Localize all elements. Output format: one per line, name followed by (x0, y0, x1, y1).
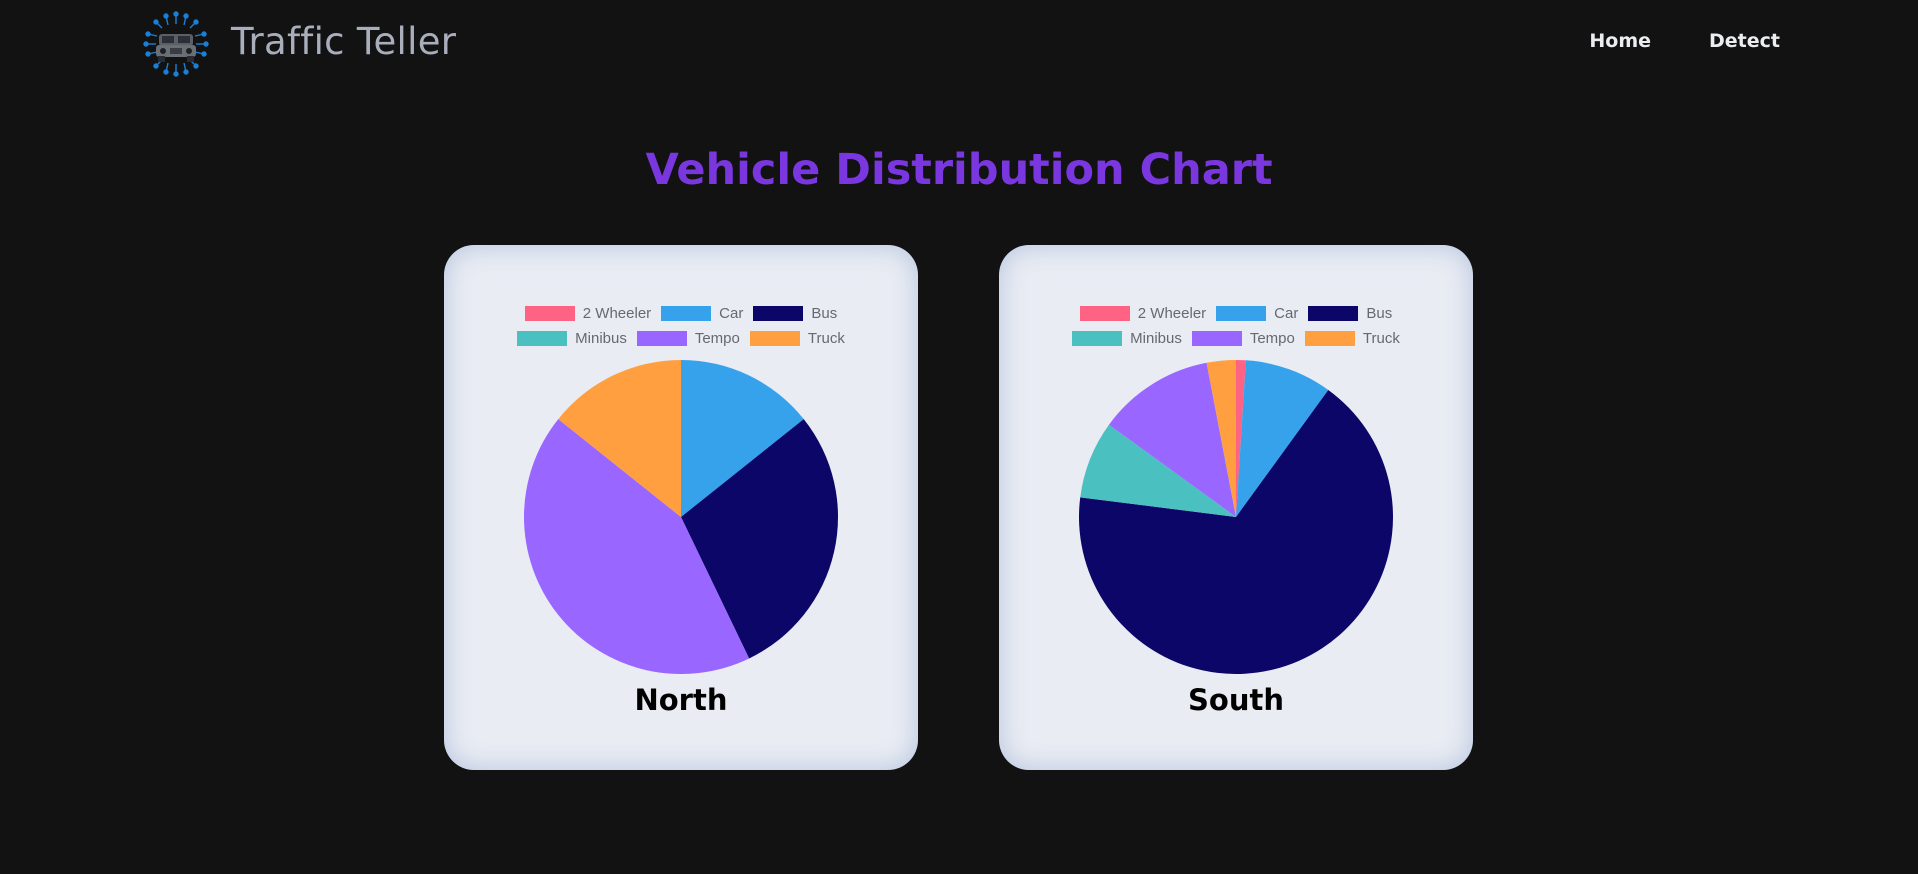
legend-item-bus[interactable]: Bus (1308, 305, 1392, 322)
pie-slice-minibus[interactable] (1080, 424, 1236, 517)
south-pie-chart[interactable] (1079, 360, 1393, 674)
north-chart-card: 2 Wheeler Car Bus Minibus Tempo Truck No… (444, 245, 918, 770)
legend-item-minibus[interactable]: Minibus (1072, 330, 1182, 347)
pie-slice-bus[interactable] (1079, 389, 1393, 674)
legend-swatch (1304, 331, 1355, 346)
legend-item-truck[interactable]: Truck (749, 330, 845, 347)
legend-swatch (524, 306, 575, 321)
legend-label: Car (719, 305, 744, 322)
pie-slice-truck[interactable] (1206, 360, 1236, 517)
pie-slice-car[interactable] (1236, 360, 1329, 517)
legend-swatch (749, 331, 800, 346)
legend-label: Tempo (694, 330, 740, 347)
chart-legend: 2 Wheeler Car Bus Minibus Tempo Truck (444, 305, 918, 355)
navbar: Traffic Teller Home Detect (0, 0, 1918, 90)
legend-item-car[interactable]: Car (661, 305, 743, 322)
legend-swatch (661, 306, 712, 321)
legend-item-bus[interactable]: Bus (753, 305, 837, 322)
legend-item-tempo[interactable]: Tempo (1191, 330, 1295, 347)
legend-swatch (753, 306, 804, 321)
legend-item-truck[interactable]: Truck (1304, 330, 1400, 347)
north-chart-title: North (634, 683, 728, 717)
legend-swatch (1308, 306, 1359, 321)
pie-slice-2-wheeler[interactable] (1236, 360, 1246, 517)
pie-slice-tempo[interactable] (524, 419, 750, 674)
legend-swatch (1072, 331, 1123, 346)
nav-home-link[interactable]: Home (1589, 30, 1652, 52)
legend-item-2-wheeler[interactable]: 2 Wheeler (524, 305, 652, 322)
page-title: Vehicle Distribution Chart (645, 145, 1273, 195)
pie-slice-bus[interactable] (681, 419, 838, 659)
legend-label: Bus (1366, 305, 1393, 322)
legend-label: Minibus (575, 330, 627, 347)
legend-label: Bus (811, 305, 838, 322)
pie-slice-car[interactable] (681, 360, 804, 517)
south-chart-title: South (1188, 683, 1284, 717)
brand-name[interactable]: Traffic Teller (231, 20, 457, 63)
chart-legend: 2 Wheeler Car Bus Minibus Tempo Truck (999, 305, 1473, 355)
legend-label: Truck (807, 330, 845, 347)
legend-swatch (1191, 331, 1242, 346)
south-chart-card: 2 Wheeler Car Bus Minibus Tempo Truck So… (999, 245, 1473, 770)
legend-swatch (636, 331, 687, 346)
legend-label: 2 Wheeler (1137, 305, 1207, 322)
legend-item-minibus[interactable]: Minibus (517, 330, 627, 347)
legend-item-2-wheeler[interactable]: 2 Wheeler (1079, 305, 1207, 322)
legend-label: Car (1274, 305, 1299, 322)
legend-label: Tempo (1249, 330, 1295, 347)
jeep-circuit-logo-icon[interactable] (142, 10, 210, 78)
pie-slice-truck[interactable] (558, 360, 681, 517)
legend-label: Minibus (1130, 330, 1182, 347)
nav-links: Home Detect (1589, 30, 1780, 52)
legend-swatch (517, 331, 568, 346)
legend-swatch (1216, 306, 1267, 321)
legend-label: 2 Wheeler (582, 305, 652, 322)
legend-item-tempo[interactable]: Tempo (636, 330, 740, 347)
legend-swatch (1079, 306, 1130, 321)
legend-label: Truck (1362, 330, 1400, 347)
legend-item-car[interactable]: Car (1216, 305, 1298, 322)
north-pie-chart[interactable] (524, 360, 838, 674)
pie-slice-tempo[interactable] (1108, 362, 1236, 517)
nav-detect-link[interactable]: Detect (1709, 30, 1780, 52)
